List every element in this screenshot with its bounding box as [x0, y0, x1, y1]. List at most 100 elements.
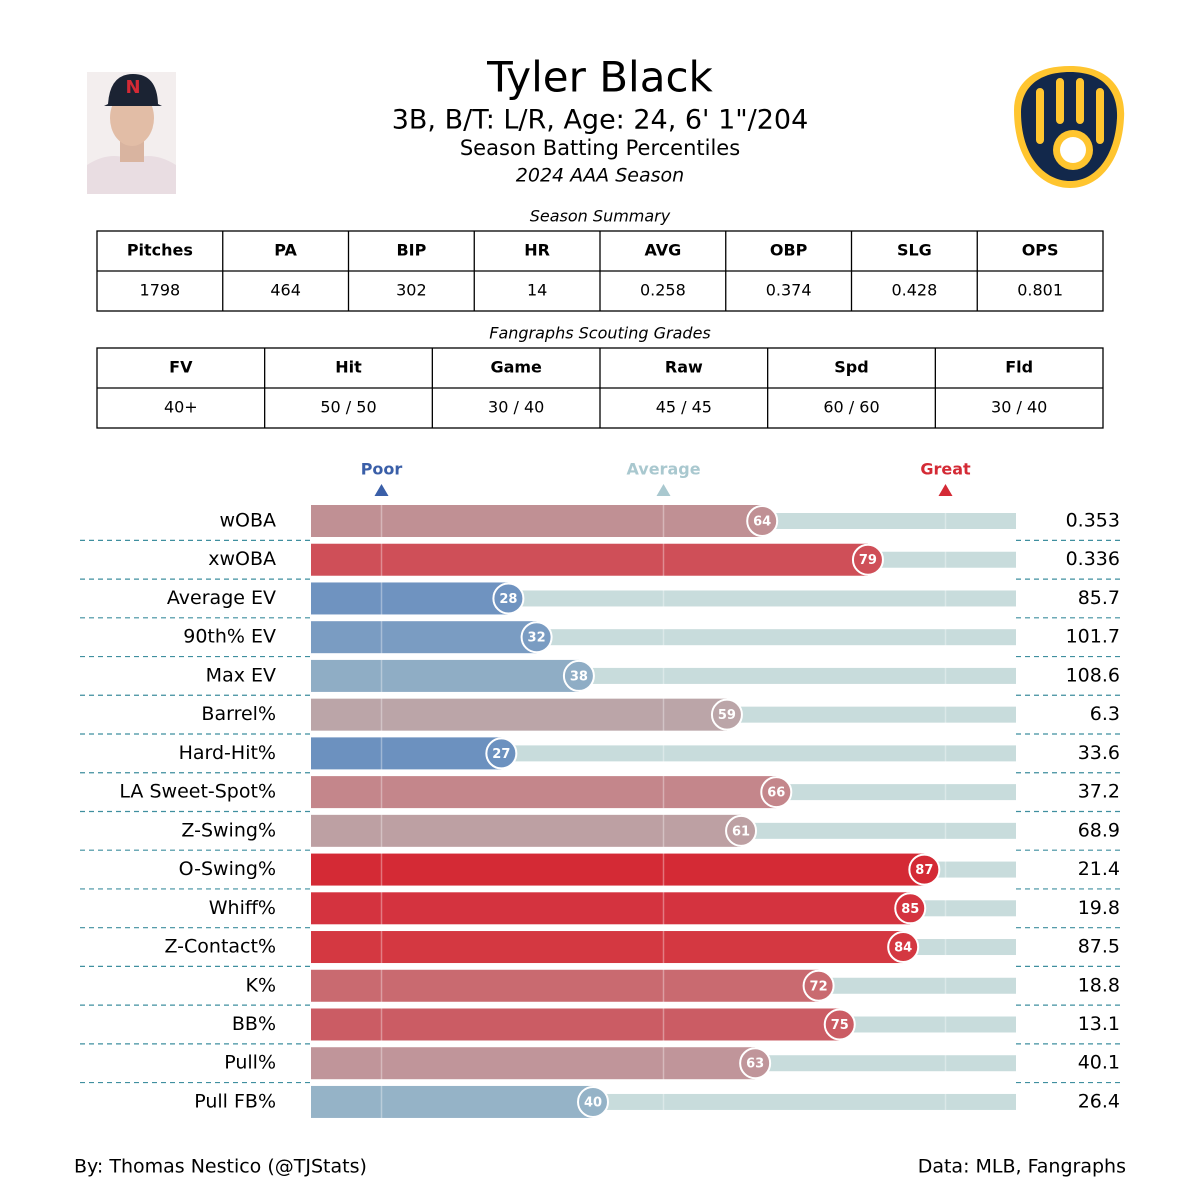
table-cell: 0.801	[1017, 281, 1063, 300]
legend-marker	[938, 484, 953, 496]
bar	[311, 969, 819, 1002]
table-cell: 60 / 60	[823, 398, 879, 417]
stat-value: 68.9	[1078, 819, 1120, 841]
value-dot	[802, 969, 835, 1002]
category-label: Pull FB%	[194, 1090, 276, 1112]
stat-value: 0.336	[1066, 548, 1120, 570]
value-label: 75	[831, 1018, 849, 1033]
value-label: 28	[499, 592, 517, 607]
table-cell: 0.374	[766, 281, 812, 300]
bar	[311, 892, 911, 925]
legend-label: Average	[626, 460, 700, 479]
table-cell: 0.258	[640, 281, 686, 300]
category-label: 90th% EV	[183, 626, 276, 648]
value-dot	[485, 737, 518, 770]
value-dot	[739, 1047, 772, 1080]
table-caption: Fangraphs Scouting Grades	[489, 324, 711, 343]
bar	[311, 853, 925, 886]
bar	[311, 737, 502, 770]
table-header: Spd	[834, 358, 868, 377]
value-label: 84	[894, 941, 912, 956]
bar	[311, 1047, 756, 1080]
value-dot	[725, 814, 758, 847]
value-dot	[520, 621, 553, 654]
stat-value: 6.3	[1090, 703, 1120, 725]
bar	[311, 505, 763, 537]
value-label: 27	[492, 747, 510, 762]
table-header: FV	[169, 358, 193, 377]
value-label: 32	[528, 631, 546, 646]
value-dot	[562, 659, 595, 692]
table-cell: 40+	[164, 398, 198, 417]
season-label: 2024 AAA Season	[516, 165, 684, 187]
table-header: PA	[274, 241, 297, 260]
stat-value: 85.7	[1078, 587, 1120, 609]
value-label: 38	[570, 669, 588, 684]
value-dot	[887, 931, 920, 964]
value-dot	[894, 892, 927, 925]
category-label: Whiff%	[209, 897, 276, 919]
category-label: Z-Swing%	[181, 819, 276, 841]
bar	[311, 1008, 840, 1041]
value-dot	[851, 543, 884, 576]
table-cell: 50 / 50	[320, 398, 376, 417]
stat-value: 26.4	[1078, 1090, 1120, 1112]
stat-value: 40.1	[1078, 1052, 1120, 1074]
value-dot	[760, 776, 793, 809]
value-label: 59	[718, 708, 736, 723]
bar	[311, 659, 579, 692]
stat-value: 0.353	[1066, 510, 1120, 532]
table-header: SLG	[897, 241, 932, 260]
table-header: HR	[524, 241, 550, 260]
category-label: wOBA	[219, 510, 276, 532]
chart-title: Season Batting Percentiles	[460, 136, 740, 160]
bar	[311, 1085, 593, 1118]
svg-text:N: N	[125, 77, 140, 98]
value-dot	[710, 698, 743, 731]
player-name: Tyler Black	[486, 53, 713, 102]
value-dot	[823, 1008, 856, 1041]
category-label: K%	[245, 974, 276, 996]
category-label: LA Sweet-Spot%	[119, 781, 276, 803]
value-dot	[492, 582, 525, 615]
value-label: 40	[584, 1095, 602, 1110]
stat-value: 18.8	[1078, 974, 1120, 996]
bar	[311, 582, 509, 615]
table-cell: 30 / 40	[488, 398, 544, 417]
bar	[311, 543, 868, 576]
table-cell: 464	[270, 281, 301, 300]
bar	[311, 776, 777, 809]
category-label: BB%	[232, 1013, 276, 1035]
category-label: Hard-Hit%	[179, 742, 276, 764]
stat-value: 33.6	[1078, 742, 1120, 764]
table-header: Pitches	[127, 241, 193, 260]
legend-marker	[374, 484, 389, 496]
stat-value: 21.4	[1078, 858, 1120, 880]
bar	[311, 698, 727, 731]
table-header: OPS	[1022, 241, 1059, 260]
team-logo	[1014, 66, 1125, 188]
value-dot	[577, 1085, 609, 1118]
category-label: Barrel%	[201, 703, 276, 725]
source: Data: MLB, Fangraphs	[918, 1156, 1126, 1178]
table-cell: 30 / 40	[991, 398, 1047, 417]
legend-label: Poor	[361, 460, 403, 479]
table-cell: 0.428	[891, 281, 937, 300]
stat-value: 101.7	[1066, 626, 1120, 648]
stat-value: 87.5	[1078, 936, 1120, 958]
table-header: Fld	[1005, 358, 1033, 377]
bar	[311, 814, 742, 847]
value-label: 87	[915, 863, 933, 878]
value-label: 72	[810, 979, 828, 994]
value-label: 85	[901, 902, 919, 917]
table-caption: Season Summary	[530, 207, 671, 226]
table-header: Game	[490, 358, 542, 377]
stat-value: 13.1	[1078, 1013, 1120, 1035]
value-dot	[746, 505, 779, 537]
value-dot	[908, 853, 941, 886]
bar	[311, 931, 904, 964]
table-header: AVG	[644, 241, 681, 260]
headshot: N	[87, 72, 176, 194]
stat-value: 108.6	[1066, 664, 1120, 686]
